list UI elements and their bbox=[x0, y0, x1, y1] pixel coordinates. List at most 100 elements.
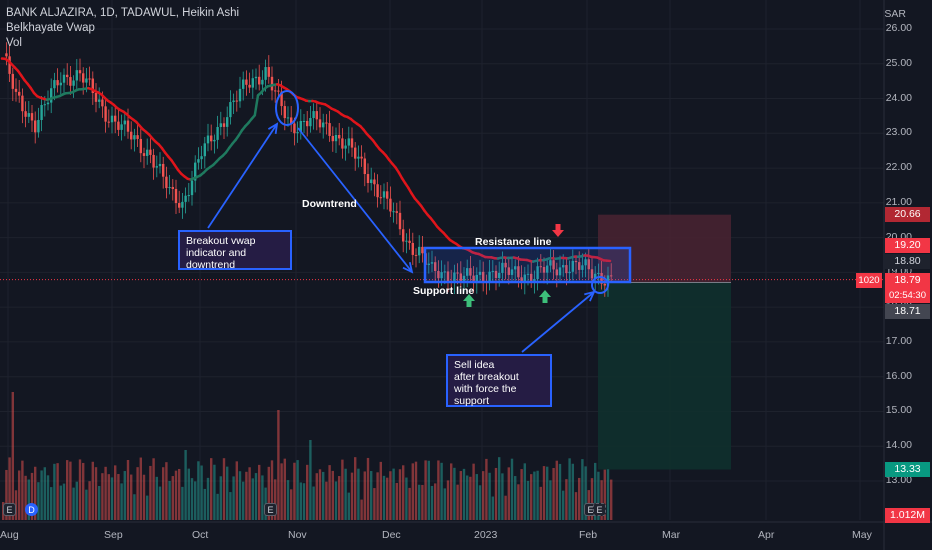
candle-body bbox=[501, 262, 504, 273]
volume-bar bbox=[546, 466, 549, 520]
volume-bar bbox=[184, 450, 187, 520]
volume-bar bbox=[523, 463, 526, 520]
volume-bar bbox=[302, 483, 306, 520]
volume-bar bbox=[360, 499, 363, 520]
tag-target-top[interactable]: 20.66 bbox=[885, 207, 930, 222]
candle-body bbox=[574, 260, 578, 263]
candle-body bbox=[453, 272, 456, 283]
volume-bar bbox=[328, 465, 331, 520]
volume-bar bbox=[146, 495, 149, 520]
candle-body bbox=[238, 88, 242, 102]
volume-bar bbox=[482, 471, 485, 520]
volume-bar bbox=[584, 466, 587, 520]
time-tick-label: Oct bbox=[192, 529, 209, 541]
candle-body bbox=[478, 271, 482, 275]
support-label[interactable]: Support line bbox=[413, 285, 475, 297]
time-tick-label: Nov bbox=[288, 529, 307, 541]
dividend-badge[interactable]: D bbox=[25, 503, 38, 516]
volume-bar bbox=[498, 457, 501, 520]
candle-body bbox=[331, 135, 334, 142]
time-tick-label: Aug bbox=[0, 529, 19, 541]
candle-body bbox=[341, 138, 344, 149]
tag-entry[interactable]: 18.71 bbox=[885, 304, 930, 319]
volume-bar bbox=[226, 466, 229, 520]
tag-current[interactable]: 18.79 bbox=[885, 273, 930, 288]
take-profit-zone bbox=[598, 282, 731, 470]
symbol-title[interactable]: BANK ALJAZIRA, 1D, TADAWUL, Heikin Ashi bbox=[6, 7, 240, 19]
volume-bar bbox=[69, 461, 72, 520]
volume-bar bbox=[254, 473, 258, 520]
tag-left-last[interactable]: 1020 bbox=[856, 273, 882, 288]
candle-body bbox=[446, 271, 450, 282]
resistance-arrow-down bbox=[552, 224, 564, 237]
support-arrow-up-stem bbox=[542, 297, 548, 303]
candle-body bbox=[56, 80, 59, 86]
resistance-label[interactable]: Resistance line bbox=[475, 236, 552, 248]
candle-body bbox=[120, 124, 123, 130]
volume-bar bbox=[91, 461, 94, 520]
candle-body bbox=[597, 272, 600, 274]
candle-body bbox=[149, 149, 152, 155]
candle-body bbox=[184, 195, 187, 202]
earnings-badge[interactable]: E bbox=[593, 503, 606, 516]
earnings-badge[interactable]: E bbox=[264, 503, 277, 516]
candle-body bbox=[40, 104, 43, 120]
candle-body bbox=[389, 198, 392, 212]
volume-bar bbox=[322, 471, 325, 520]
vwap-segment bbox=[253, 94, 260, 117]
callout-sell-idea[interactable]: Sell idea after breakout with force the … bbox=[446, 354, 552, 407]
price-tick-label: 23.00 bbox=[885, 126, 912, 139]
candle-body bbox=[50, 88, 53, 103]
volume-bar bbox=[293, 462, 296, 520]
volume-bar bbox=[107, 474, 110, 520]
candle-body bbox=[370, 179, 373, 184]
candle-body bbox=[459, 273, 462, 281]
tag-volume[interactable]: 1.012M bbox=[885, 508, 930, 523]
volume-bar bbox=[27, 479, 30, 520]
indicator-label[interactable]: Belkhayate Vwap bbox=[6, 22, 95, 34]
candles bbox=[5, 42, 613, 297]
tag-stop[interactable]: 19.20 bbox=[885, 238, 930, 253]
volume-bar bbox=[40, 470, 43, 520]
earnings-badge[interactable]: E bbox=[3, 503, 16, 516]
volume-bar bbox=[507, 467, 510, 520]
candle-body bbox=[565, 265, 568, 274]
volume-bar bbox=[267, 466, 270, 520]
volume-bar bbox=[133, 494, 136, 520]
candle-body bbox=[258, 76, 261, 85]
volume-bar bbox=[456, 484, 459, 520]
candle-body bbox=[194, 162, 197, 181]
tag-bar-high[interactable]: 18.80 bbox=[885, 254, 930, 269]
candle-body bbox=[5, 53, 8, 57]
volume-label[interactable]: Vol bbox=[6, 37, 22, 49]
volume-bar bbox=[120, 483, 123, 520]
downtrend-label[interactable]: Downtrend bbox=[302, 198, 357, 210]
candle-body bbox=[469, 268, 472, 276]
candle-body bbox=[146, 149, 149, 156]
candle-body bbox=[11, 73, 14, 89]
candle-body bbox=[462, 275, 466, 281]
volume-bar bbox=[11, 392, 14, 520]
tag-target-bottom[interactable]: 13.33 bbox=[885, 462, 930, 477]
volume-bar bbox=[494, 467, 498, 520]
volume-bar bbox=[414, 461, 418, 520]
volume-bar bbox=[600, 480, 603, 520]
callout-vwap-breakout[interactable]: Breakout vwap indicator and downtrend bbox=[178, 230, 292, 271]
volume-bar bbox=[405, 477, 408, 520]
candle-body bbox=[66, 74, 69, 78]
volume-bar bbox=[248, 467, 251, 520]
volume-bar bbox=[526, 480, 530, 520]
volume-bar bbox=[357, 468, 360, 520]
candle-body bbox=[514, 266, 517, 270]
volume-bar bbox=[104, 466, 107, 520]
candle-body bbox=[181, 201, 184, 208]
candle-body bbox=[510, 269, 514, 275]
candle-body bbox=[43, 104, 46, 106]
volume-bar bbox=[206, 477, 210, 520]
volume-bar bbox=[168, 481, 171, 520]
breakout-circle bbox=[275, 90, 299, 126]
candle-body bbox=[440, 272, 443, 279]
candle-body bbox=[53, 80, 56, 89]
volume-bar bbox=[162, 467, 165, 520]
